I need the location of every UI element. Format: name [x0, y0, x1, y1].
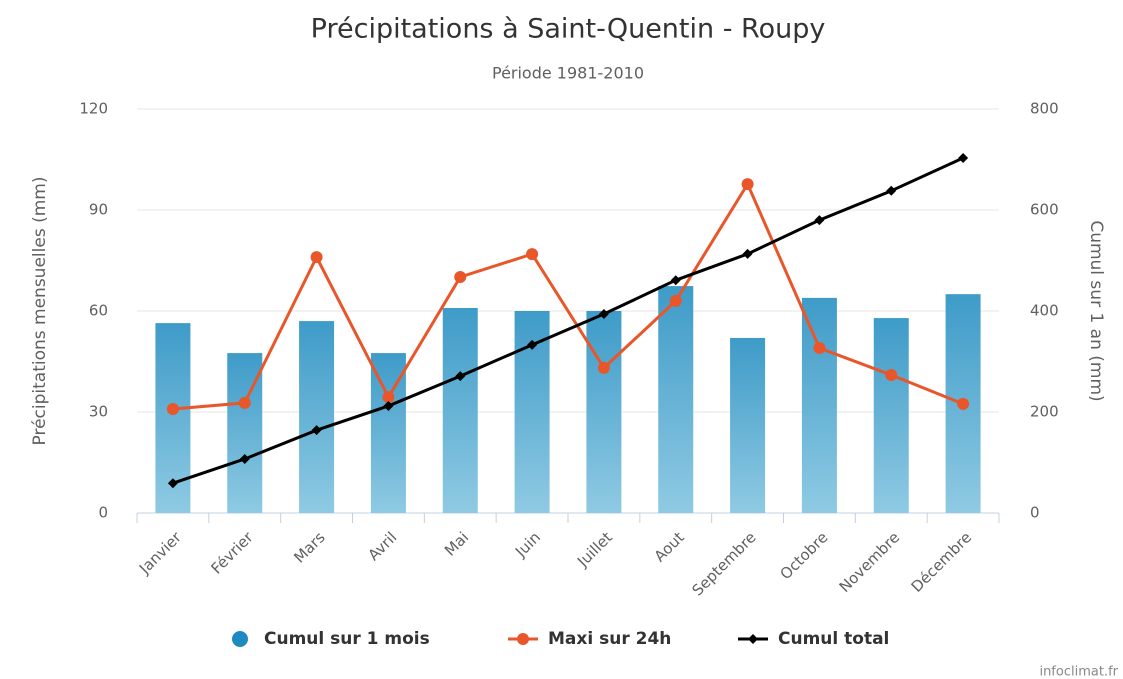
y-tick-label: 60 [89, 302, 108, 320]
x-tick-label: Février [208, 528, 258, 578]
point [167, 478, 178, 489]
bar [801, 297, 837, 513]
point [239, 453, 250, 464]
point [958, 152, 969, 163]
point [238, 396, 251, 409]
x-tick-label: Juillet [573, 528, 616, 571]
bar [442, 307, 478, 513]
point [310, 251, 323, 264]
legend-label[interactable]: Cumul sur 1 mois [264, 629, 430, 649]
point [670, 275, 681, 286]
chart-subtitle: Période 1981-2010 [492, 64, 644, 83]
point [813, 342, 826, 355]
point [598, 309, 609, 320]
chart-title: Précipitations à Saint-Quentin - Roupy [311, 14, 826, 45]
point [741, 178, 754, 191]
point [382, 391, 395, 404]
x-tick-label: Aout [651, 528, 688, 565]
x-tick-label: Septembre [688, 528, 759, 599]
point [597, 361, 610, 374]
y2-tick-label: 600 [1030, 201, 1059, 219]
legend-symbol [517, 633, 529, 645]
y-tick-label: 30 [89, 403, 108, 421]
legend-label[interactable]: Cumul total [778, 629, 889, 649]
point [311, 425, 322, 436]
x-tick-label: Janvier [135, 528, 185, 578]
bar [658, 286, 694, 513]
point [527, 339, 538, 350]
point [455, 371, 466, 382]
point [166, 402, 179, 415]
y2-tick-label: 400 [1030, 302, 1059, 320]
y2-tick-label: 800 [1030, 100, 1059, 118]
x-tick-label: Octobre [776, 528, 831, 583]
x-tick-label: Mars [290, 528, 328, 566]
point [885, 368, 898, 381]
bar [730, 337, 766, 513]
line [172, 156, 964, 485]
y2-tick-label: 0 [1030, 504, 1040, 522]
x-tick-label: Décembre [908, 528, 976, 596]
x-tick-label: Mai [441, 528, 472, 559]
point [742, 248, 753, 259]
x-tick-label: Novembre [836, 528, 904, 596]
y-tick-label: 120 [79, 100, 108, 118]
point [814, 215, 825, 226]
y2-tick-label: 200 [1030, 403, 1059, 421]
x-tick-label: Avril [365, 528, 401, 564]
y2-axis-label: Cumul sur 1 an (mm) [1086, 220, 1106, 401]
point [526, 248, 539, 261]
bar [299, 321, 335, 513]
line [172, 180, 964, 411]
legend-symbol [748, 634, 758, 644]
y-tick-label: 0 [98, 504, 108, 522]
y-axis-label: Précipitations mensuelles (mm) [30, 177, 50, 446]
point [669, 294, 682, 307]
point [957, 397, 970, 410]
point [886, 185, 897, 196]
credits: infoclimat.fr [1039, 665, 1118, 679]
point [383, 400, 394, 411]
point [454, 270, 467, 283]
x-tick-label: Juin [511, 528, 544, 561]
legend-symbol [232, 631, 248, 647]
bar [873, 318, 909, 513]
y-tick-label: 90 [89, 201, 108, 219]
legend-label[interactable]: Maxi sur 24h [548, 629, 671, 649]
bar [586, 311, 622, 513]
